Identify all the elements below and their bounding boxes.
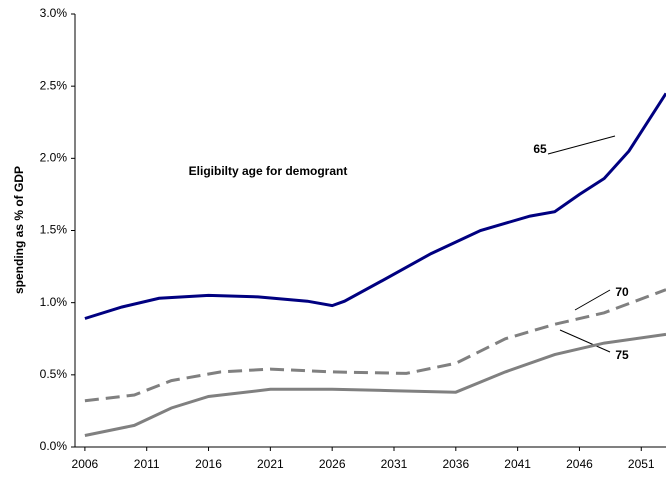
y-tick-label: 1.5% bbox=[40, 223, 68, 237]
series-label: 65 bbox=[533, 142, 547, 156]
y-axis-label: spending as % of GDP bbox=[12, 166, 26, 294]
x-tick-label: 2016 bbox=[195, 457, 222, 471]
x-tick-label: 2006 bbox=[72, 457, 99, 471]
x-tick-label: 2011 bbox=[134, 457, 160, 471]
y-tick-label: 3.0% bbox=[40, 6, 68, 20]
x-tick-label: 2041 bbox=[504, 457, 531, 471]
x-tick-label: 2051 bbox=[628, 457, 655, 471]
y-tick-label: 1.0% bbox=[40, 295, 68, 309]
y-tick-label: 0.5% bbox=[40, 367, 68, 381]
y-tick-label: 2.0% bbox=[40, 151, 68, 165]
x-tick-label: 2026 bbox=[319, 457, 346, 471]
x-tick-label: 2021 bbox=[257, 457, 284, 471]
leader-line bbox=[574, 289, 611, 311]
x-tick-label: 2046 bbox=[566, 457, 593, 471]
series-line bbox=[84, 92, 666, 320]
annotation: Eligibilty age for demogrant bbox=[189, 164, 348, 178]
y-tick-label: 0.0% bbox=[40, 439, 68, 453]
leader-line bbox=[547, 135, 616, 155]
x-tick-label: 2036 bbox=[442, 457, 469, 471]
x-tick-label: 2031 bbox=[381, 457, 408, 471]
series-line bbox=[84, 332, 666, 437]
y-tick-label: 2.5% bbox=[40, 78, 68, 92]
leader-line bbox=[559, 329, 611, 353]
series-line bbox=[84, 288, 666, 403]
series-label: 70 bbox=[615, 285, 629, 299]
series-label: 75 bbox=[615, 348, 629, 362]
